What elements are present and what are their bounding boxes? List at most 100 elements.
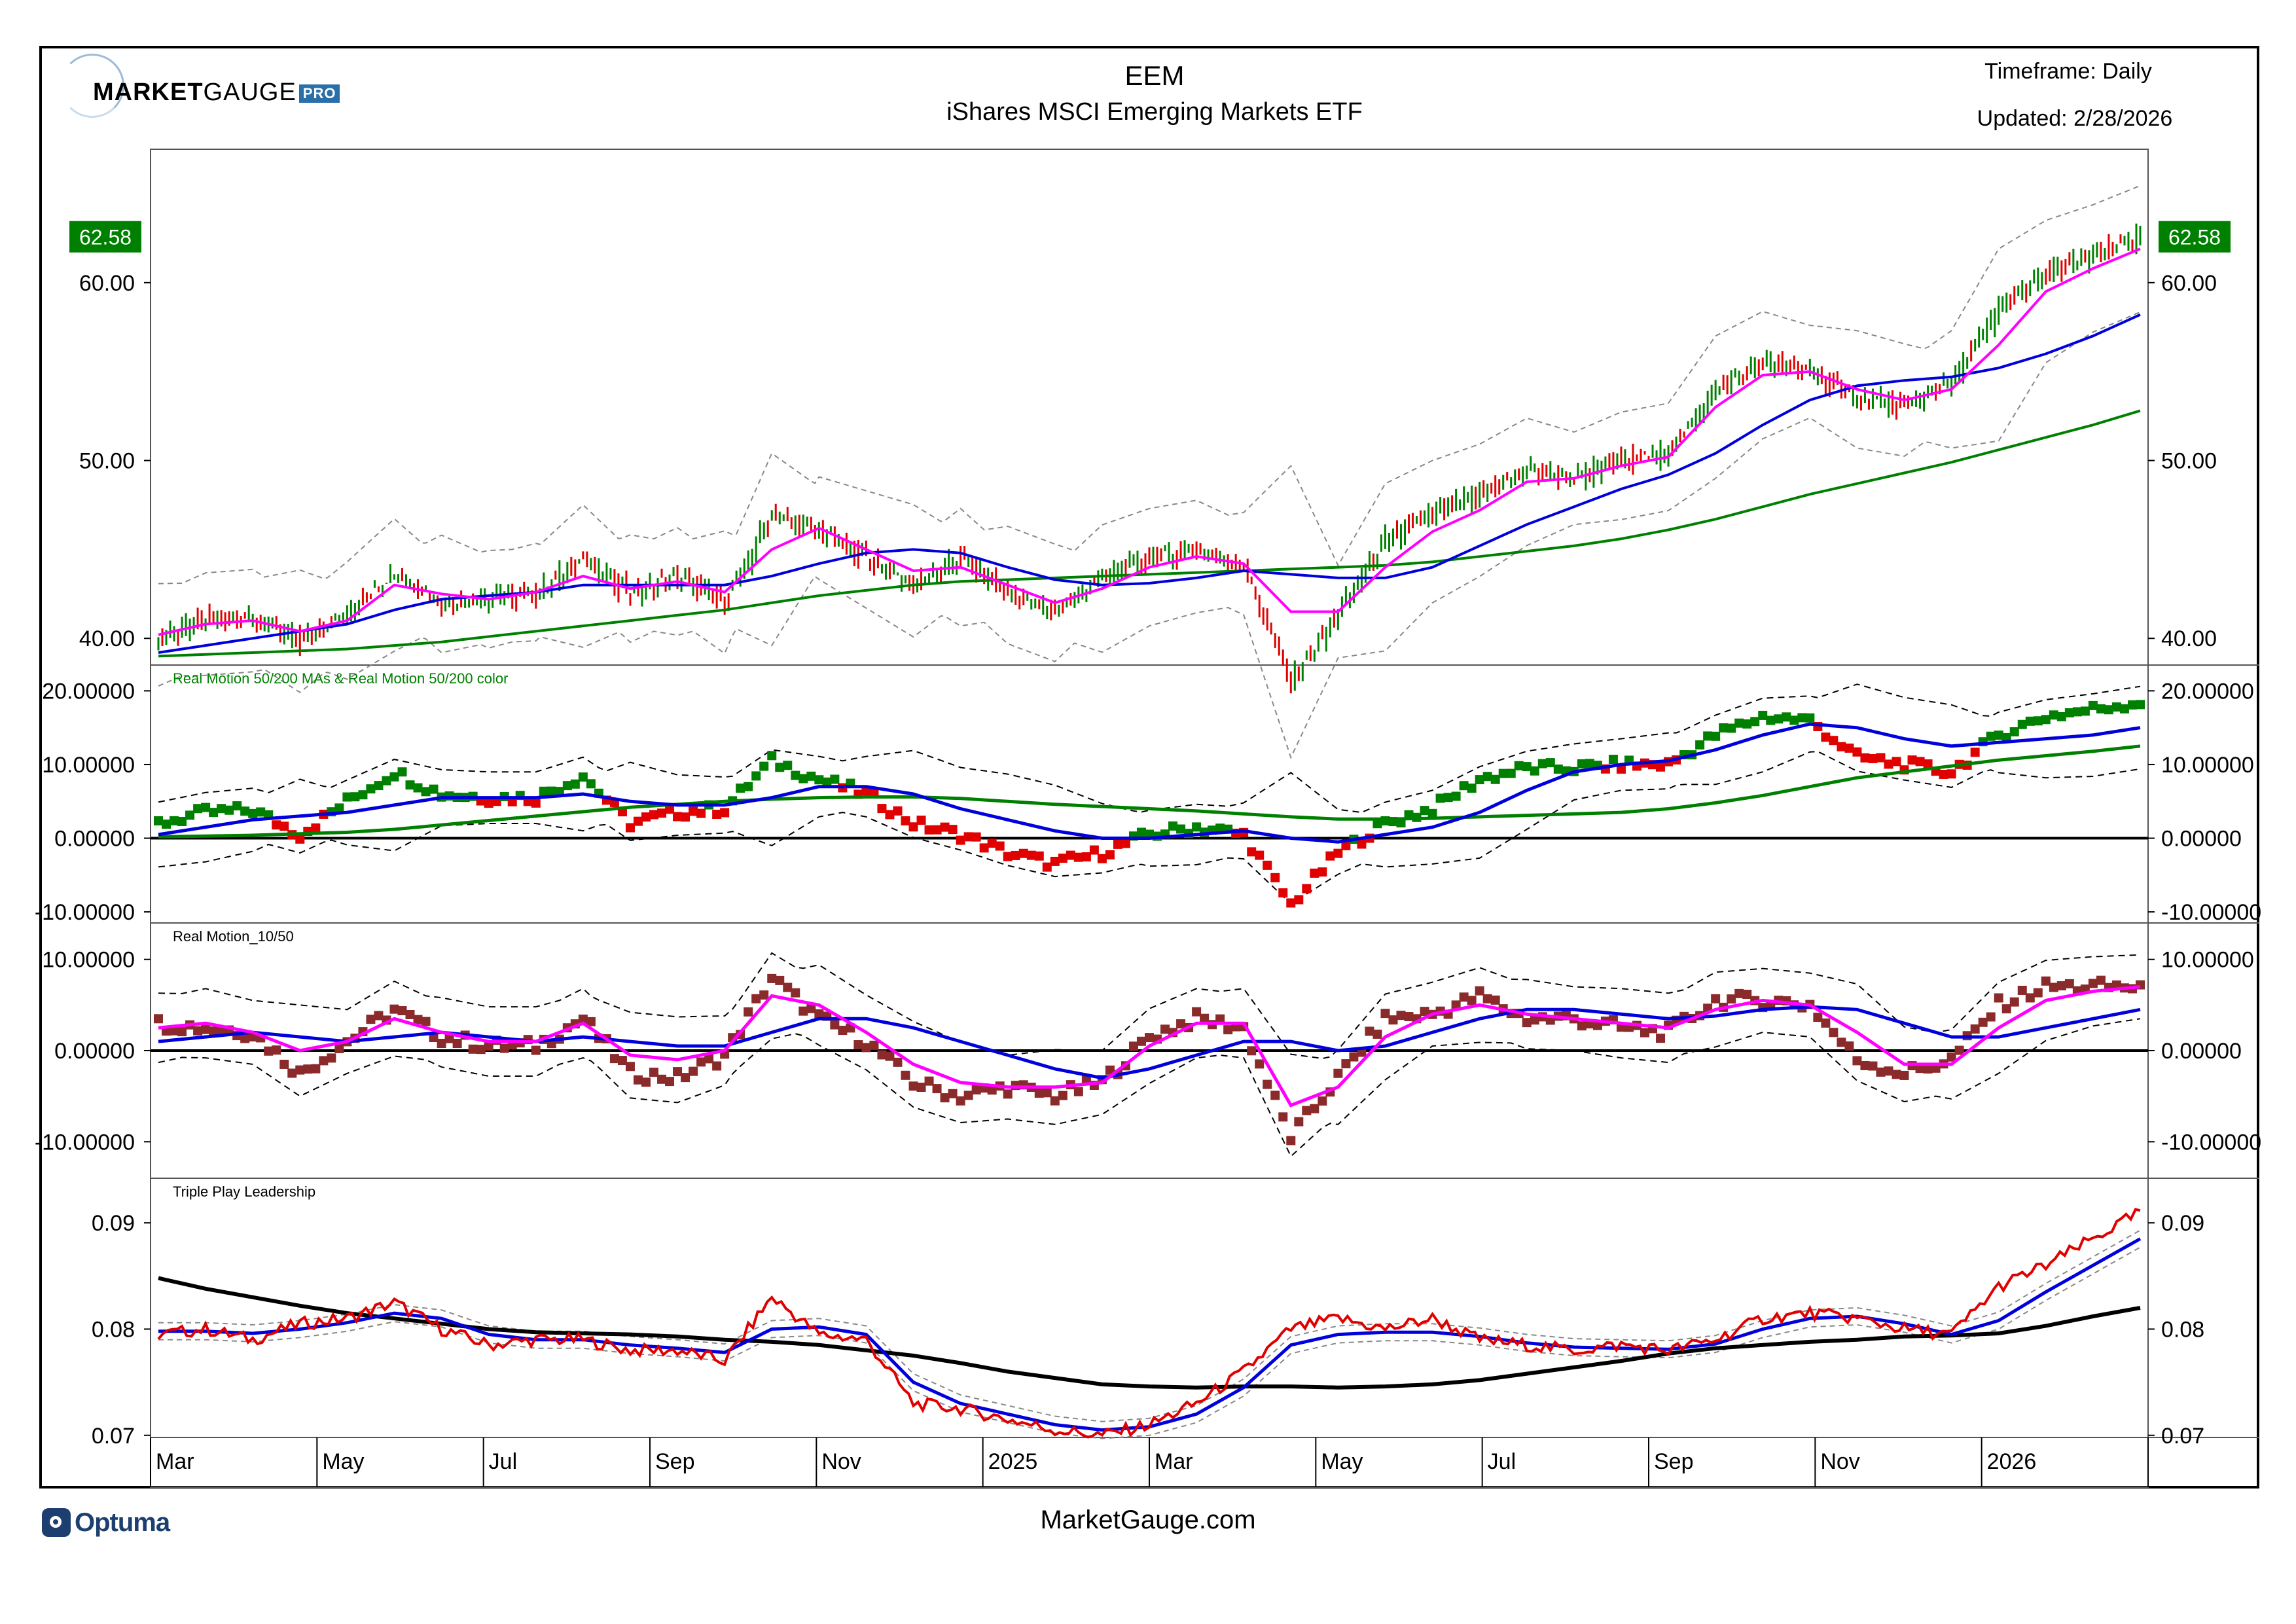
rm-point [1286,1136,1296,1146]
rm-point [2136,700,2145,710]
rm-point [1860,1060,1870,1070]
rm-point [791,770,800,780]
rm-point [1829,736,1839,746]
rm-point [2001,732,2011,742]
rm-point [1396,1011,1406,1020]
y-tick-label-left: 60.00 [79,271,135,296]
rm-point [578,772,588,782]
rm-point [1994,731,2003,740]
rm-point [1247,1046,1257,1056]
y-tick-label-right: 0.09 [2161,1211,2204,1236]
rm-point [1553,764,1563,774]
rm-point [185,810,195,820]
rm-point [586,779,596,789]
rm-point [1050,856,1060,866]
rm-point [193,1026,203,1036]
rm-point [1727,723,1736,733]
rm-point [1176,1019,1186,1029]
x-tick-label: Jul [489,1449,517,1474]
tpl-ratio-line [157,1208,2141,1439]
rm-point [2041,976,2051,986]
rm-point [633,1075,643,1085]
rm-point [1270,1091,1280,1100]
rm-point [1907,755,1917,765]
rm-point [720,808,730,818]
rm-point [1577,1021,1587,1031]
x-tick-label: Sep [1654,1449,1694,1474]
rm-point [209,808,219,818]
rm-point [775,763,785,772]
rm-point [1420,806,1429,816]
rm-point [1514,761,1524,770]
rm-point [987,839,997,848]
rm-point [437,1039,446,1049]
rm-point [1939,769,1948,779]
rm-point [932,825,942,835]
rm-point [1475,775,1484,785]
rm-point [1105,1065,1115,1075]
rm-point [1333,1068,1343,1078]
rm-point [1003,1089,1013,1099]
x-tick-label: Mar [1155,1449,1193,1474]
panel-title: Real Motion_10/50 [173,928,294,945]
rm-point [1742,719,1752,729]
rm-point [885,810,895,820]
rm-point [1490,995,1500,1005]
rm-point [1089,845,1099,855]
rm-point [311,1064,321,1074]
rm-point [657,1074,667,1084]
rm-point [177,1027,187,1037]
rm-point [1821,1018,1831,1028]
y-tick-label-left: 50.00 [79,449,135,474]
rm-point [1530,766,1539,776]
rm-point [609,1054,619,1064]
rm-point [908,822,918,832]
rm-point [625,823,635,833]
rm-point [1837,1038,1846,1047]
rm-point [562,781,572,791]
rm-point [2088,700,2098,710]
rm-point [1420,1007,1429,1017]
y-tick-label-left: 0.08 [92,1317,135,1342]
rm-point [1868,753,1878,763]
rm-point [1294,1117,1304,1127]
rm-point [389,772,399,782]
rm-point [162,820,171,829]
rm-point [1482,772,1492,782]
rm-point [476,1045,486,1055]
rm-point [193,804,203,814]
rm-point [1868,1061,1878,1071]
last-price-label-right: 62.58 [2168,226,2221,249]
rm-point [1278,1112,1288,1122]
optuma-logo: Optuma [42,1506,170,1540]
footer-website: MarketGauge.com [1040,1506,1256,1534]
rm-point [287,1068,297,1078]
rm-point [1042,1088,1052,1098]
x-tick-label: 2026 [1987,1449,2037,1474]
rm-point [1302,884,1312,893]
rm-band-lower [158,751,2141,905]
rm-point [240,1034,250,1043]
rm-point [759,990,769,1000]
rm-point [1341,1059,1351,1069]
rm-point [1616,764,1626,774]
rm-point [1537,759,1547,768]
bollinger-upper-line [158,185,2141,585]
rm-point [217,804,226,814]
rm-band-upper [158,952,2141,1060]
rm-point [814,775,824,785]
rm-point [712,1061,722,1071]
rm-point [1451,1000,1461,1010]
rm-point [1892,1070,1901,1079]
rm-point [1774,714,1784,724]
rm-point [1270,873,1280,882]
rm-point [2119,704,2129,713]
rm-point [2072,707,2082,717]
ma-200-line [158,409,2141,658]
rm-point [1750,717,1760,727]
rm-point [1310,868,1319,878]
rm-point [940,822,950,832]
rm-point [1797,713,1807,723]
rm-point [1302,1106,1312,1115]
rm-point [2017,719,2027,729]
